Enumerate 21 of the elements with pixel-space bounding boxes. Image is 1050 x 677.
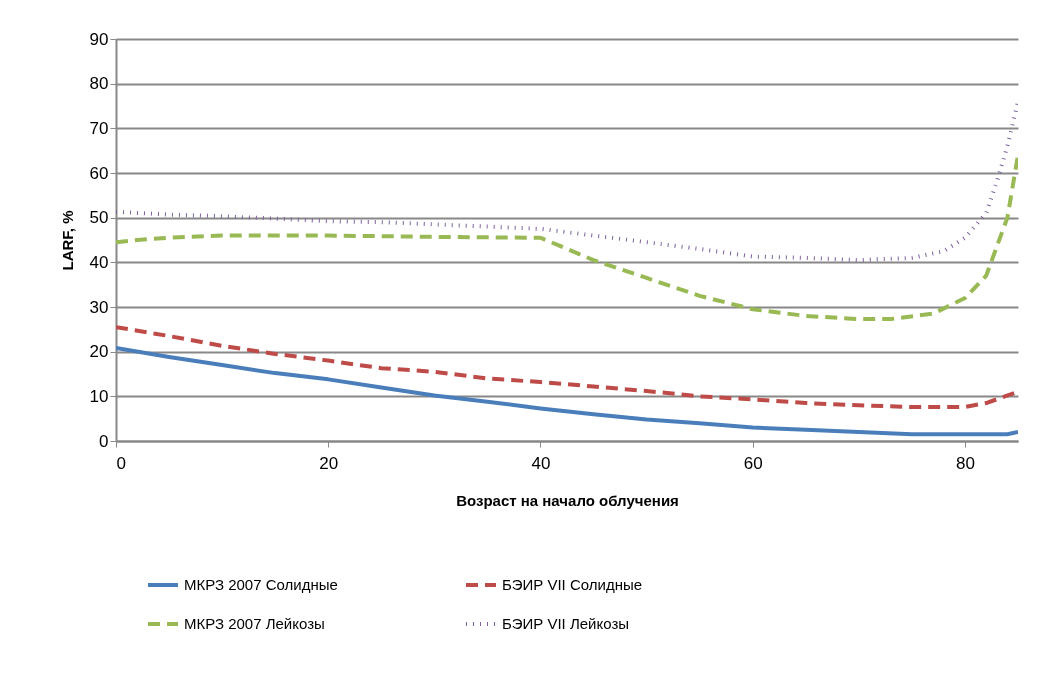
y-tick-label: 10 (89, 386, 109, 406)
x-tick-label: 60 (743, 453, 763, 473)
y-tick-label: 50 (89, 208, 109, 228)
y-tick-label: 90 (89, 29, 109, 49)
y-tick-label: 20 (89, 342, 109, 362)
y-tick-label: 30 (89, 297, 109, 317)
x-tick-label: 80 (955, 453, 975, 473)
legend-label: БЭИР VII Лейкозы (502, 615, 630, 632)
y-tick-label: 70 (89, 118, 109, 138)
y-tick-label: 0 (99, 431, 109, 451)
y-tick-label: 40 (89, 252, 109, 272)
x-axis-title: Возраст на начало облучения (456, 491, 679, 509)
y-axis-title: LARF, % (58, 210, 76, 271)
legend-label: МКРЗ 2007 Солидные (184, 576, 338, 593)
x-tick-label: 20 (319, 453, 339, 473)
y-tick-label: 60 (89, 163, 109, 183)
x-tick-label: 0 (116, 453, 126, 473)
legend-label: МКРЗ 2007 Лейкозы (184, 615, 325, 632)
legend-label: БЭИР VII Солидные (502, 576, 643, 593)
x-tick-label: 40 (531, 453, 551, 473)
y-tick-label: 80 (89, 74, 109, 94)
